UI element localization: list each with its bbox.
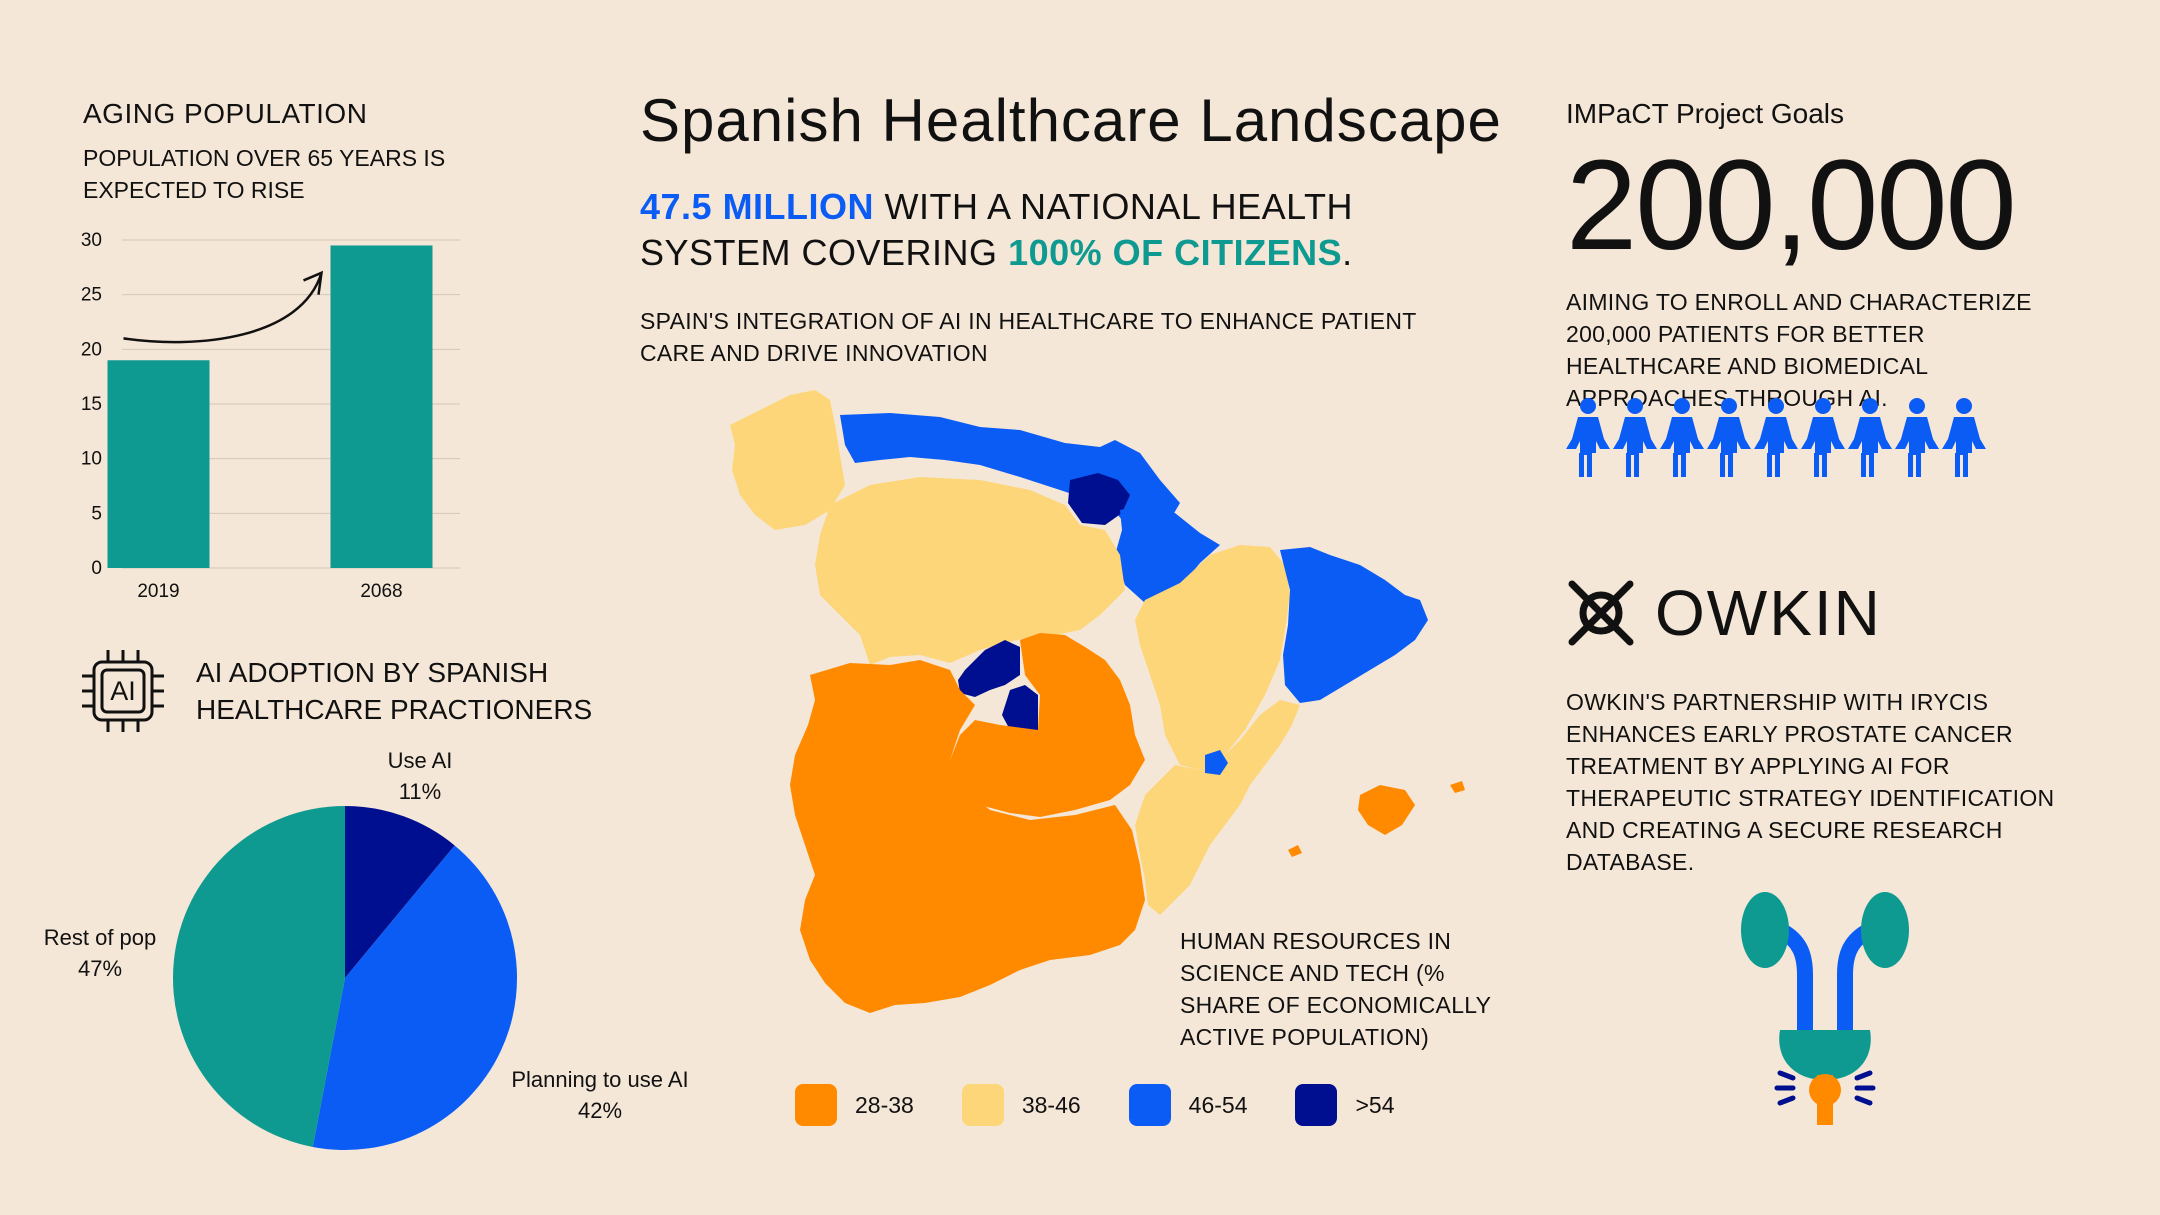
person-icon bbox=[1754, 397, 1798, 484]
legend-swatch-blue bbox=[1128, 1084, 1171, 1126]
spain-map bbox=[730, 390, 1465, 1013]
ai-chip-icon: AI bbox=[80, 648, 166, 734]
legend-item-46-54: 46-54 bbox=[1128, 1084, 1248, 1126]
pie-label-rest: Rest of pop 47% bbox=[30, 922, 170, 984]
x-tick-label: 2019 bbox=[137, 581, 179, 602]
person-icon bbox=[1848, 397, 1892, 484]
pie-label-use-ai-name: Use AI bbox=[387, 748, 453, 773]
legend-label: 28-38 bbox=[855, 1091, 914, 1118]
map-legend: 28-38 38-46 46-54 >54 bbox=[795, 1084, 1443, 1126]
map-region-galicia bbox=[730, 390, 845, 530]
aging-bar-chart: 0 5 10 15 20 25 30 2019 2068 bbox=[81, 230, 460, 602]
bar-2068 bbox=[330, 245, 433, 568]
pie-slice-0 bbox=[345, 806, 455, 978]
map-region-ibiza bbox=[1288, 845, 1302, 857]
trend-arrow-head-icon bbox=[303, 270, 324, 295]
map-region-navarra bbox=[1115, 505, 1220, 603]
owkin-logo-text: OWKIN bbox=[1655, 577, 1882, 649]
map-region-menorca bbox=[1450, 781, 1465, 793]
pie-label-use-ai-value: 11% bbox=[398, 779, 442, 804]
impact-title: IMPaCT Project Goals bbox=[1566, 98, 1845, 129]
legend-label: 38-46 bbox=[1021, 1091, 1081, 1118]
ai-adoption-pie-chart bbox=[173, 806, 517, 1150]
impact-description: AIMING TO ENROLL AND CHARACTERIZE 200,00… bbox=[1566, 289, 2032, 411]
map-region-basque bbox=[1068, 473, 1130, 525]
ai-adoption-title: AI ADOPTION BY SPANISH HEALTHCARE PRACTI… bbox=[196, 657, 593, 725]
headline-text-2: . bbox=[1342, 232, 1353, 273]
map-region-catalonia bbox=[1280, 547, 1428, 703]
person-icon bbox=[1801, 397, 1845, 484]
pie-label-planning-value: 42% bbox=[577, 1098, 623, 1123]
legend-swatch-yellow bbox=[961, 1084, 1004, 1126]
page-subtitle: SPAIN'S INTEGRATION OF AI IN HEALTHCARE … bbox=[640, 308, 1417, 366]
y-tick-label: 5 bbox=[91, 503, 102, 524]
headline-highlight-population: 47.5 MILLION bbox=[640, 186, 875, 227]
map-region-madrid-south bbox=[1002, 685, 1038, 730]
person-icon bbox=[1942, 397, 1986, 484]
owkin-description: OWKIN'S PARTNERSHIP WITH IRYCIS ENHANCES… bbox=[1566, 689, 2055, 875]
legend-label: 46-54 bbox=[1188, 1091, 1248, 1118]
owkin-logo-icon bbox=[1566, 578, 1636, 648]
people-row bbox=[1566, 397, 1986, 484]
person-icon bbox=[1707, 397, 1751, 484]
map-region-mallorca bbox=[1358, 785, 1415, 835]
legend-item-38-46: 38-46 bbox=[961, 1084, 1081, 1126]
map-region-valencia bbox=[1135, 700, 1300, 915]
pie-label-planning-name: Planning to use AI bbox=[511, 1067, 689, 1092]
bar-2019 bbox=[107, 360, 210, 568]
headline-text-1: WITH A NATIONAL HEALTH SYSTEM COVERING bbox=[640, 186, 1353, 273]
pie-slice-2 bbox=[173, 806, 345, 1147]
headline-highlight-coverage: 100% OF CITIZENS bbox=[1008, 232, 1343, 273]
page-title: Spanish Healthcare Landscape bbox=[640, 87, 1502, 154]
ai-chip-label: AI bbox=[110, 676, 136, 706]
headline-stat: 47.5 MILLION WITH A NATIONAL HEALTH SYST… bbox=[640, 184, 1480, 276]
pie-label-planning: Planning to use AI 42% bbox=[495, 1064, 705, 1126]
urinary-system-icon bbox=[1725, 885, 1925, 1130]
aging-title: AGING POPULATION bbox=[83, 98, 368, 129]
map-region-south-west bbox=[790, 660, 1145, 1013]
map-region-castilla-leon bbox=[815, 477, 1125, 665]
map-region-castilla-mancha bbox=[950, 633, 1145, 817]
person-icon bbox=[1660, 397, 1704, 484]
trend-arrow-icon bbox=[123, 272, 323, 344]
person-icon bbox=[1613, 397, 1657, 484]
y-tick-label: 30 bbox=[81, 230, 102, 251]
legend-swatch-navy bbox=[1295, 1084, 1338, 1126]
y-tick-label: 15 bbox=[81, 394, 102, 415]
y-tick-label: 20 bbox=[81, 339, 102, 360]
y-tick-label: 0 bbox=[91, 558, 102, 579]
map-caption: HUMAN RESOURCES IN SCIENCE AND TECH (% S… bbox=[1180, 928, 1491, 1050]
map-region-aragon bbox=[1135, 545, 1290, 770]
map-region-madrid bbox=[958, 640, 1020, 697]
y-tick-label: 25 bbox=[81, 285, 102, 306]
x-tick-label: 2068 bbox=[360, 581, 402, 602]
map-region-valencia-city bbox=[1205, 750, 1228, 775]
impact-number: 200,000 bbox=[1566, 134, 2017, 277]
aging-subtitle: POPULATION OVER 65 YEARS IS EXPECTED TO … bbox=[83, 145, 446, 203]
person-icon bbox=[1895, 397, 1939, 484]
legend-label: >54 bbox=[1355, 1091, 1395, 1118]
pie-slice-1 bbox=[312, 845, 517, 1150]
legend-item-54-plus: >54 bbox=[1295, 1084, 1395, 1126]
legend-swatch-orange bbox=[795, 1084, 837, 1126]
map-region-north-coast bbox=[840, 413, 1180, 535]
person-icon bbox=[1566, 397, 1610, 484]
pie-label-rest-name: Rest of pop bbox=[43, 925, 157, 950]
y-tick-label: 10 bbox=[81, 449, 102, 470]
pie-label-rest-value: 47% bbox=[77, 956, 123, 981]
legend-item-28-38: 28-38 bbox=[795, 1084, 914, 1126]
pie-label-use-ai: Use AI 11% bbox=[360, 745, 480, 807]
